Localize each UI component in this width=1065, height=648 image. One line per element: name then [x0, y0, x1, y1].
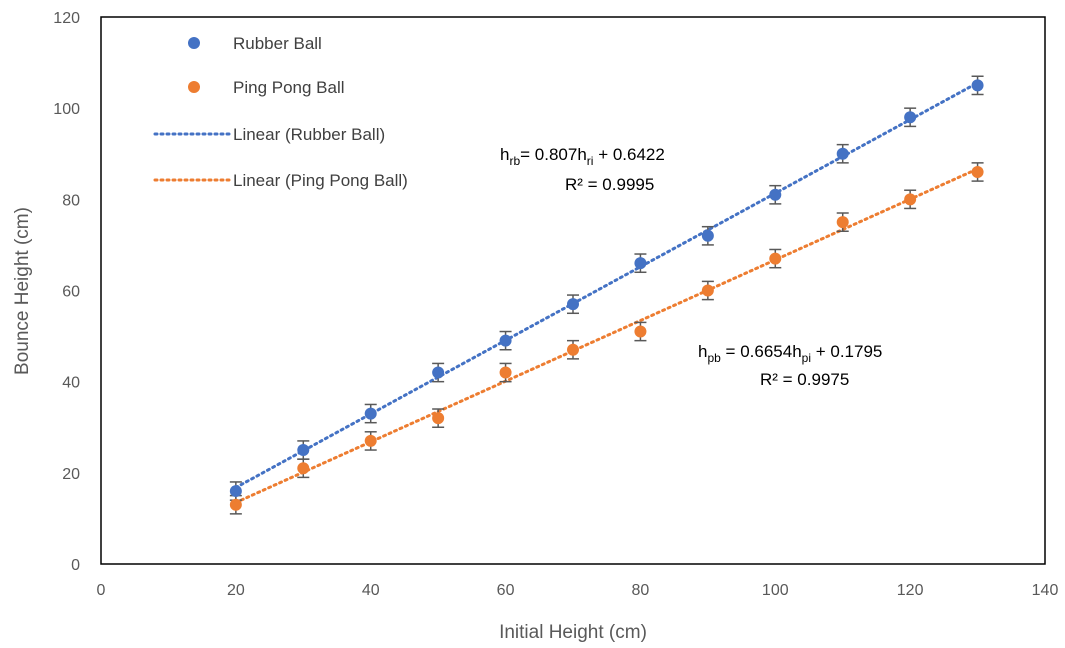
r2-rubber-ball: R² = 0.9995 [565, 175, 654, 194]
data-point-rubber-ball [567, 298, 579, 311]
data-point-rubber-ball [634, 257, 647, 270]
y-tick-label: 60 [62, 284, 80, 301]
data-point-ping-pong-ball [701, 284, 714, 297]
data-point-ping-pong-ball [229, 498, 242, 511]
legend-label-linear-rubber-ball: Linear (Rubber Ball) [233, 125, 385, 144]
data-point-ping-pong-ball [904, 193, 917, 206]
legend: Rubber Ball Ping Pong Ball Linear (Rubbe… [153, 34, 408, 190]
y-tick-label: 0 [71, 557, 80, 574]
x-tick-label: 20 [227, 582, 245, 599]
y-tick-label: 80 [62, 192, 80, 209]
data-point-rubber-ball [499, 334, 512, 347]
x-axis-label: Initial Height (cm) [499, 622, 647, 643]
y-tick-label: 40 [62, 375, 80, 392]
x-tick-label: 140 [1032, 582, 1059, 599]
legend-label-linear-ping-pong-ball: Linear (Ping Pong Ball) [233, 171, 408, 190]
x-tick-label: 0 [97, 582, 106, 599]
equation-rubber-ball: hrb= 0.807hri + 0.6422 R² = 0.9995 [500, 145, 665, 194]
data-point-rubber-ball [836, 147, 849, 160]
y-axis-label: Bounce Height (cm) [12, 207, 33, 375]
data-point-rubber-ball [432, 366, 445, 379]
data-point-ping-pong-ball [634, 325, 647, 338]
y-tick-label: 20 [62, 466, 80, 483]
legend-label-rubber-ball: Rubber Ball [233, 34, 322, 53]
x-tick-label: 80 [632, 582, 650, 599]
x-tick-label: 100 [762, 582, 789, 599]
x-tick-label: 60 [497, 582, 515, 599]
x-tick-labels: 0 20 40 60 80 100 120 140 [97, 582, 1059, 599]
trendline-ping-pong-ball [234, 167, 980, 505]
data-point-ping-pong-ball [836, 216, 849, 229]
equation-rubber-ball-text: hrb= 0.807hri + 0.6422 [500, 145, 665, 168]
data-point-ping-pong-ball [297, 462, 310, 475]
plot-frame [100, 16, 1046, 565]
trendline-rubber-ball [234, 81, 980, 490]
equation-ping-pong-ball-text: hpb = 0.6654hpi + 0.1795 [698, 342, 882, 365]
data-point-ping-pong-ball [499, 366, 512, 379]
data-point-rubber-ball [971, 79, 984, 92]
data-point-ping-pong-ball [567, 343, 579, 356]
r2-ping-pong-ball: R² = 0.9975 [760, 370, 849, 389]
data-point-rubber-ball [701, 229, 714, 242]
data-point-ping-pong-ball [769, 252, 782, 265]
data-point-rubber-ball [297, 444, 310, 457]
x-tick-label: 40 [362, 582, 380, 599]
legend-label-ping-pong-ball: Ping Pong Ball [233, 78, 345, 97]
data-point-rubber-ball [229, 485, 242, 498]
legend-marker-ping-pong-ball [188, 81, 200, 93]
legend-marker-rubber-ball [188, 37, 200, 49]
data-point-ping-pong-ball [432, 412, 445, 425]
data-point-ping-pong-ball [364, 434, 377, 447]
trendlines [234, 81, 980, 505]
data-point-rubber-ball [769, 188, 782, 201]
x-tick-label: 120 [897, 582, 924, 599]
data-points [229, 79, 984, 511]
data-point-ping-pong-ball [971, 165, 984, 178]
y-tick-label: 120 [53, 10, 80, 27]
data-point-rubber-ball [904, 111, 917, 124]
equation-ping-pong-ball: hpb = 0.6654hpi + 0.1795 R² = 0.9975 [698, 342, 882, 389]
y-tick-label: 100 [53, 101, 80, 118]
data-point-rubber-ball [364, 407, 377, 420]
y-tick-labels: 0 20 40 60 80 100 120 [53, 10, 80, 574]
